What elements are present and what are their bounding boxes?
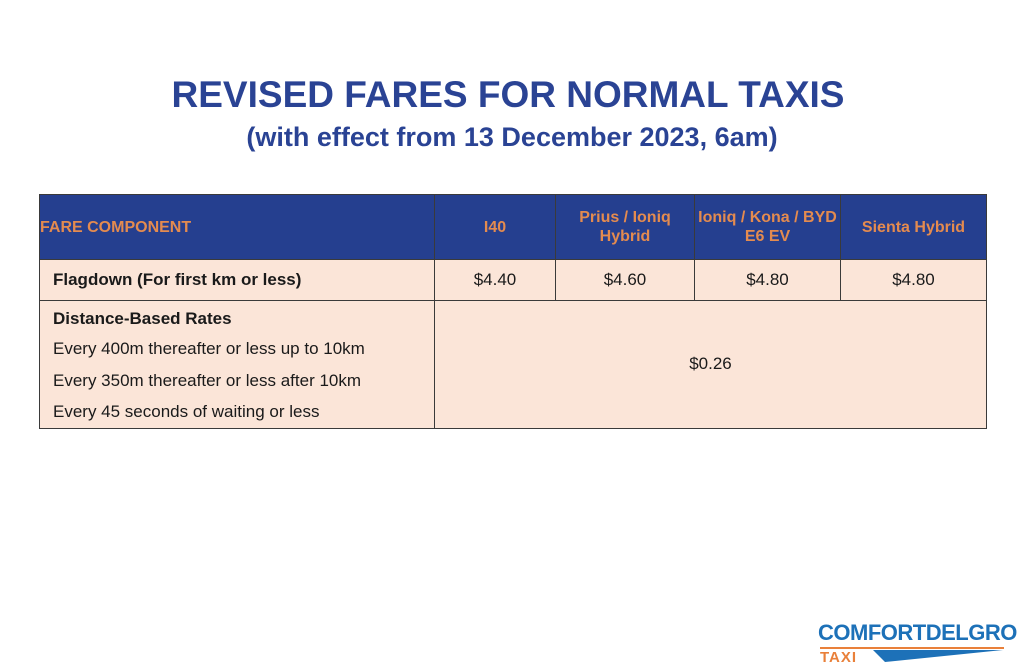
distance-rates-heading: Distance-Based Rates <box>53 309 232 328</box>
table-header-row: FARE COMPONENT I40 Prius / Ioniq Hybrid … <box>39 194 987 260</box>
logo-taxi-text: TAXI <box>820 649 858 666</box>
column-header-i40: I40 <box>434 194 556 260</box>
distance-rate-line: Every 400m thereafter or less up to 10km <box>53 339 365 358</box>
column-header-prius-ioniq-hybrid: Prius / Ioniq Hybrid <box>555 194 695 260</box>
table-row-distance-rates: Distance-Based Rates Every 400m thereaft… <box>39 300 987 429</box>
table-row-flagdown: Flagdown (For first km or less) $4.40 $4… <box>39 259 987 301</box>
logo-divider <box>820 647 1004 649</box>
column-header-fare-component: FARE COMPONENT <box>39 194 435 260</box>
page-title: REVISED FARES FOR NORMAL TAXIS <box>171 74 845 115</box>
flagdown-value-prius: $4.60 <box>555 259 695 301</box>
distance-rate-line: Every 45 seconds of waiting or less <box>53 402 320 421</box>
flagdown-value-ioniq-ev: $4.80 <box>694 259 841 301</box>
flagdown-value-sienta: $4.80 <box>840 259 987 301</box>
distance-rate-line: Every 350m thereafter or less after 10km <box>53 370 362 390</box>
logo-swoosh-icon <box>873 650 1003 662</box>
logo-brand-text: COMFORTDELGRO <box>818 620 1017 645</box>
page-subtitle: (with effect from 13 December 2023, 6am) <box>246 122 778 152</box>
column-header-ioniq-kona-byd: Ioniq / Kona / BYD E6 EV <box>694 194 841 260</box>
column-header-sienta-hybrid: Sienta Hybrid <box>840 194 987 260</box>
fares-table: FARE COMPONENT I40 Prius / Ioniq Hybrid … <box>39 194 987 429</box>
flagdown-value-i40: $4.40 <box>434 259 556 301</box>
distance-rates-cell: Distance-Based Rates Every 400m thereaft… <box>39 300 435 429</box>
comfortdelgro-taxi-logo: COMFORTDELGRO TAXI <box>818 620 1017 666</box>
distance-rate-value: $0.26 <box>434 300 987 429</box>
flagdown-label: Flagdown (For first km or less) <box>39 259 435 301</box>
